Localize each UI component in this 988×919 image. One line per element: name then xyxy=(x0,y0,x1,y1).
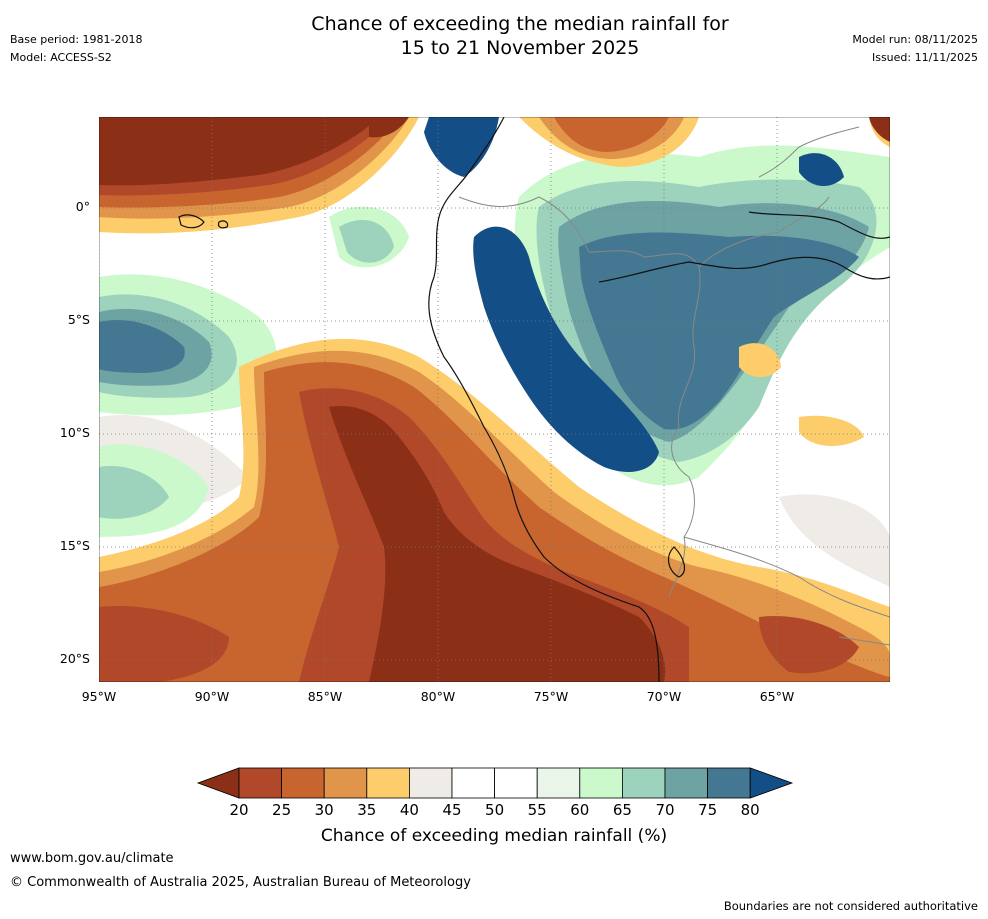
colorbar-arrow-low xyxy=(196,767,240,799)
title-line-1: Chance of exceeding the median rainfall … xyxy=(311,13,729,35)
wet-zone-very-strong xyxy=(99,232,859,430)
colorbar-tick-label: 45 xyxy=(442,801,462,819)
colorbar-tick-label: 35 xyxy=(357,801,377,819)
model-run: Model run: 08/11/2025 xyxy=(852,33,978,46)
colorbar-tick-label: 25 xyxy=(272,801,292,819)
colorbar-segment xyxy=(621,767,666,799)
lat-label-0: 0° xyxy=(75,199,90,214)
map-title: Chance of exceeding the median rainfall … xyxy=(220,12,820,60)
country-borders xyxy=(458,126,890,646)
colorbar-segment xyxy=(494,767,538,799)
lon-label-75w: 75°W xyxy=(533,689,569,704)
colorbar-title: Chance of exceeding median rainfall (%) xyxy=(320,826,668,846)
website-url: www.bom.gov.au/climate xyxy=(10,851,174,866)
colorbar-segment xyxy=(707,767,751,799)
metadata-right: Model run: 08/11/2025 Issued: 11/11/2025 xyxy=(852,31,978,67)
colorbar-segment xyxy=(323,767,368,799)
title-line-2: 15 to 21 November 2025 xyxy=(400,37,640,59)
colorbar-segment xyxy=(281,767,325,799)
colorbar-tick-label: 70 xyxy=(655,801,675,819)
lon-label-65w: 65°W xyxy=(759,689,795,704)
copyright-notice: © Commonwealth of Australia 2025, Austra… xyxy=(10,875,471,890)
lat-label-5s: 5°S xyxy=(67,312,90,327)
colorbar-tick-label: 65 xyxy=(612,801,632,819)
colorbar-tick-label: 55 xyxy=(527,801,547,819)
coastline xyxy=(178,117,890,682)
base-period: Base period: 1981-2018 xyxy=(10,33,143,46)
colorbar-segment xyxy=(664,767,708,799)
lon-label-70w: 70°W xyxy=(646,689,682,704)
lat-label-20s: 20°S xyxy=(59,651,90,666)
colorbar-segment xyxy=(579,767,623,799)
colorbar-tick-label: 40 xyxy=(399,801,419,819)
boundary-disclaimer: Boundaries are not considered authoritat… xyxy=(723,899,978,913)
colorbar-tick-label: 50 xyxy=(485,801,505,819)
model-name: Model: ACCESS-S2 xyxy=(10,51,112,64)
lon-label-85w: 85°W xyxy=(307,689,343,704)
lon-label-90w: 90°W xyxy=(194,689,230,704)
colorbar-arrow-high xyxy=(749,767,794,799)
wet-zone-extreme xyxy=(424,117,844,472)
issued-date: Issued: 11/11/2025 xyxy=(871,51,978,64)
colorbar-segment xyxy=(408,767,453,799)
colorbar-tick-label: 20 xyxy=(229,801,249,819)
colorbar-segment xyxy=(451,767,495,799)
colorbar-tick-label: 75 xyxy=(698,801,718,819)
colorbar-tick-label: 80 xyxy=(740,801,760,819)
colorbar-tick-label: 30 xyxy=(314,801,334,819)
rainfall-map xyxy=(99,117,890,682)
lat-label-15s: 15°S xyxy=(59,538,90,553)
colorbar-tick-label: 60 xyxy=(570,801,590,819)
metadata-left: Base period: 1981-2018 Model: ACCESS-S2 xyxy=(10,31,142,67)
colorbar xyxy=(196,767,794,799)
dry-zone-extreme xyxy=(99,117,890,682)
colorbar-segment xyxy=(366,767,410,799)
colorbar-segment xyxy=(238,767,282,799)
colorbar-segment xyxy=(536,767,581,799)
lon-label-80w: 80°W xyxy=(420,689,456,704)
lon-label-95w: 95°W xyxy=(81,689,117,704)
lat-label-10s: 10°S xyxy=(59,425,90,440)
